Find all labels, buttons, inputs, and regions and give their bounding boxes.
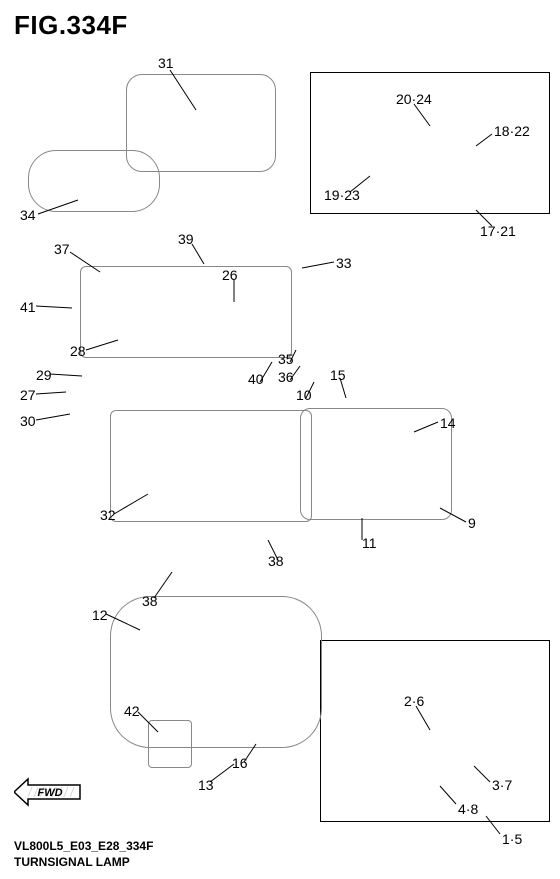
footer-diagram-name: TURNSIGNAL LAMP <box>14 855 130 869</box>
callout-11: 11 <box>362 536 377 550</box>
callout-42: 42 <box>124 704 140 718</box>
callout-19-23: 19·23 <box>324 188 360 202</box>
part-fender-12 <box>110 596 322 748</box>
callout-20-24: 20·24 <box>396 92 432 106</box>
callout-3-7: 3·7 <box>492 778 512 792</box>
part-plate-32 <box>110 410 312 522</box>
callout-14: 14 <box>440 416 456 430</box>
figure-title: FIG.334F <box>14 10 128 41</box>
callout-10: 10 <box>296 388 312 402</box>
callout-39: 39 <box>178 232 194 246</box>
part-housing <box>300 408 452 520</box>
footer-model-code: VL800L5_E03_E28_334F <box>14 839 153 853</box>
callout-13: 13 <box>198 778 214 792</box>
inset-bottom-right <box>320 640 550 822</box>
callout-38: 38 <box>268 554 284 568</box>
diagram-page: FIG.334F 31 34 37 41 28 2927 30 39 26 33 40 35 3610 1… <box>0 0 560 879</box>
callout-36: 36 <box>278 370 294 384</box>
callout-41: 41 <box>20 300 36 314</box>
callout-9: 9 <box>468 516 476 530</box>
callout-35: 35 <box>278 352 294 366</box>
callout-27: 27 <box>20 388 36 402</box>
callout-32: 32 <box>100 508 116 522</box>
callout-12: 12 <box>92 608 108 622</box>
part-relay-42 <box>148 720 192 768</box>
callout-26: 26 <box>222 268 238 282</box>
callout-2-6: 2·6 <box>404 694 424 708</box>
callout-28: 28 <box>70 344 86 358</box>
fwd-label: FWD <box>37 787 62 799</box>
fwd-badge: FWD <box>14 777 84 807</box>
callout-4-8: 4·8 <box>458 802 478 816</box>
callout-30: 30 <box>20 414 36 428</box>
callout-16: 16 <box>232 756 248 770</box>
callout-1-5: 1·5 <box>502 832 522 846</box>
callout-38: 38 <box>142 594 158 608</box>
callout-34: 34 <box>20 208 36 222</box>
callout-31: 31 <box>158 56 174 70</box>
callout-15: 15 <box>330 368 346 382</box>
part-bracket <box>80 266 292 358</box>
callout-18-22: 18·22 <box>494 124 530 138</box>
callout-40: 40 <box>248 372 264 386</box>
callout-37: 37 <box>54 242 70 256</box>
callout-17-21: 17·21 <box>480 224 516 238</box>
part-arc-34 <box>28 150 160 212</box>
callout-33: 33 <box>336 256 352 270</box>
callout-29: 29 <box>36 368 52 382</box>
